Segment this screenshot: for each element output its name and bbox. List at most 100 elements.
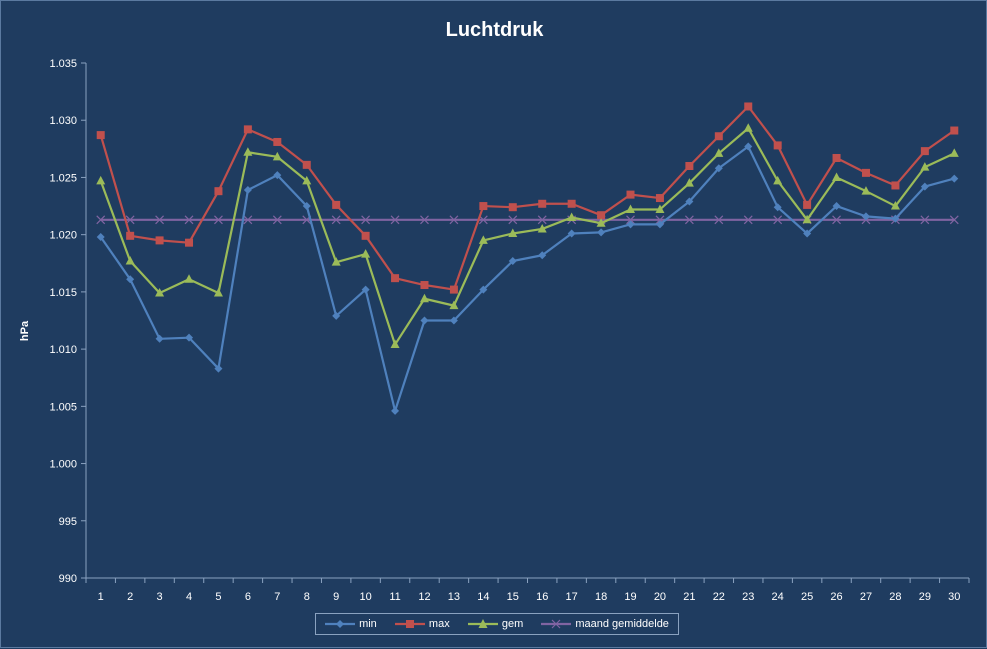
data-point-maand-gemiddelde — [214, 215, 223, 225]
data-point-min — [626, 220, 635, 229]
x-tick-label: 14 — [477, 591, 489, 603]
data-point-maand-gemiddelde — [184, 215, 194, 225]
data-point-min — [332, 311, 341, 320]
data-point-gem — [125, 255, 135, 265]
data-point-min — [744, 142, 753, 151]
data-point-maand-gemiddelde — [743, 215, 753, 225]
data-point-gem — [449, 300, 459, 310]
y-tick-label: 1.015 — [49, 287, 77, 299]
data-point-gem — [626, 204, 636, 213]
data-point-maand-gemiddelde — [449, 215, 459, 225]
legend-swatch-min — [325, 620, 356, 628]
data-point-gem — [331, 257, 341, 266]
data-point-max — [273, 137, 282, 146]
x-tick-label: 2 — [127, 591, 133, 603]
data-point-maand-gemiddelde — [390, 215, 400, 225]
data-point-gem — [655, 204, 665, 213]
legend-label-gem: gem — [501, 618, 524, 630]
data-point-maand-gemiddelde — [949, 215, 959, 225]
data-point-maand-gemiddelde — [331, 215, 341, 225]
legend: min max gem maand gemiddelde — [315, 613, 679, 635]
x-tick-label: 21 — [683, 591, 695, 603]
x-tick-label: 4 — [186, 591, 192, 603]
y-tick-label: 1.005 — [49, 401, 77, 413]
legend-item-maand-gemiddelde: maand gemiddelde — [541, 618, 669, 630]
x-tick-label: 18 — [595, 591, 607, 603]
data-point-gem — [567, 212, 577, 221]
data-point-max — [214, 187, 223, 196]
data-point-gem — [478, 235, 488, 244]
x-tick-label: 8 — [304, 591, 310, 603]
data-point-max — [685, 162, 694, 170]
data-point-min — [391, 406, 400, 415]
data-point-min — [420, 316, 429, 325]
data-point-maand-gemiddelde — [508, 215, 518, 225]
data-point-max — [920, 147, 929, 156]
data-point-gem — [96, 175, 106, 185]
data-point-min — [96, 232, 105, 241]
data-point-min — [655, 220, 664, 229]
data-point-gem — [920, 162, 930, 171]
x-tick-label: 22 — [713, 591, 725, 603]
data-point-maand-gemiddelde — [243, 215, 253, 225]
data-point-gem — [361, 249, 371, 258]
data-point-maand-gemiddelde — [478, 215, 488, 225]
data-point-max — [773, 141, 782, 150]
data-point-gem — [419, 293, 429, 303]
x-tick-label: 25 — [801, 591, 813, 603]
data-point-max — [185, 238, 194, 247]
data-point-gem — [272, 151, 282, 161]
data-point-min — [714, 164, 723, 173]
data-point-maand-gemiddelde — [626, 215, 635, 225]
y-tick-label: 1.000 — [49, 459, 77, 471]
data-point-max — [420, 281, 429, 290]
data-point-max — [655, 194, 664, 203]
data-point-max — [155, 236, 164, 245]
data-point-max — [449, 285, 458, 294]
data-point-max — [243, 125, 252, 134]
data-point-gem — [949, 148, 959, 157]
legend-label-maand-gemiddelde: maand gemiddelde — [575, 618, 669, 630]
data-point-max — [391, 274, 400, 283]
data-point-max — [891, 181, 900, 190]
data-point-min — [302, 202, 311, 211]
data-point-gem — [596, 218, 606, 227]
data-point-min — [920, 182, 929, 191]
data-point-max — [714, 132, 723, 141]
data-point-gem — [390, 339, 400, 349]
data-point-max — [597, 211, 606, 220]
data-point-gem — [743, 123, 753, 132]
data-point-max — [508, 203, 517, 212]
data-point-max — [479, 202, 488, 211]
data-point-min — [479, 285, 488, 294]
data-point-max — [332, 200, 341, 209]
x-tick-label: 6 — [245, 591, 251, 603]
data-point-max — [832, 153, 841, 162]
data-point-maand-gemiddelde — [773, 215, 783, 225]
data-point-max — [626, 190, 635, 199]
x-tick-label: 30 — [948, 591, 960, 603]
data-point-max — [361, 231, 370, 240]
data-point-maand-gemiddelde — [155, 215, 165, 225]
data-point-max — [950, 126, 959, 135]
data-point-min — [273, 171, 282, 180]
data-point-min — [891, 214, 900, 223]
series-line-min — [99, 145, 955, 413]
data-point-max — [861, 168, 870, 177]
data-point-min — [155, 334, 164, 343]
y-tick-label: 1.020 — [49, 230, 77, 242]
legend-label-min: min — [359, 618, 377, 630]
data-point-gem — [155, 288, 165, 297]
x-tick-label: 26 — [830, 591, 842, 603]
y-axis-label: hPa — [19, 320, 31, 342]
data-point-gem — [684, 178, 694, 187]
y-tick-label: 1.035 — [49, 58, 77, 70]
data-point-max — [126, 231, 135, 240]
legend-swatch-maand-gemiddelde — [541, 619, 572, 629]
data-point-gem — [714, 148, 724, 157]
data-point-min — [597, 228, 606, 237]
data-point-min — [685, 197, 694, 206]
data-point-maand-gemiddelde — [361, 215, 371, 225]
data-point-gem — [832, 172, 842, 181]
